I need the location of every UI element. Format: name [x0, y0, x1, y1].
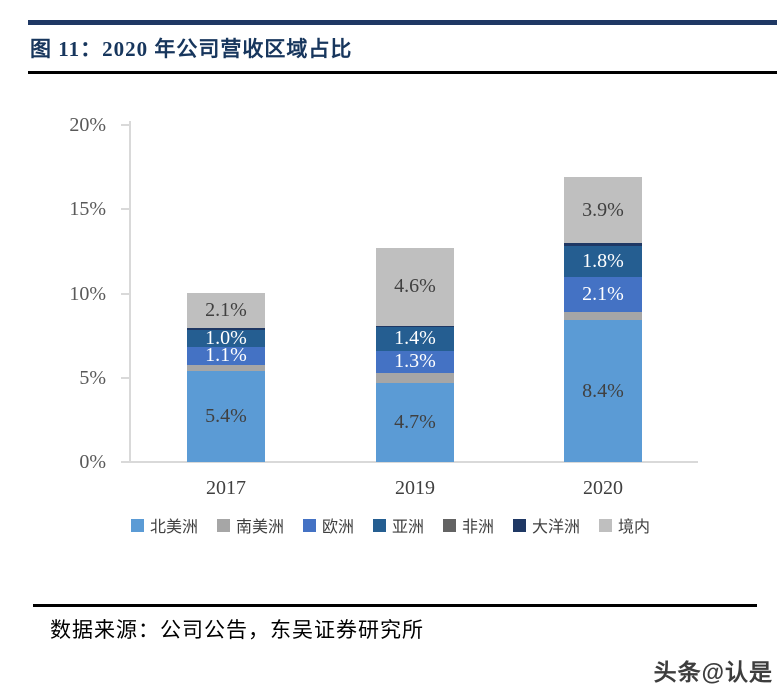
y-axis-line	[129, 121, 131, 462]
bar-segment-2017-大洋洲	[187, 328, 265, 330]
footer-rule	[33, 604, 757, 607]
bar-segment-2017-欧洲: 1.1%	[187, 344, 265, 367]
legend-label: 境内	[618, 519, 651, 536]
bar-segment-value-label: 1.4%	[394, 327, 436, 350]
legend-item-欧洲: 欧洲	[302, 513, 354, 537]
x-axis-category-label: 2020	[583, 477, 623, 499]
bar-segment-2017-境内: 2.1%	[187, 292, 265, 329]
legend-swatch-icon	[443, 518, 456, 532]
x-axis-baseline	[121, 461, 698, 463]
legend-swatch-icon	[599, 518, 613, 532]
legend-label: 大洋洲	[532, 519, 581, 536]
bar-segment-2020-北美洲: 8.4%	[564, 320, 642, 462]
y-axis-tick-label: 0%	[79, 451, 106, 473]
bar-segment-2020-亚洲: 1.8%	[564, 246, 642, 277]
bar-segment-2017-南美洲	[187, 365, 265, 371]
bar-segment-2019-亚洲: 1.4%	[376, 327, 454, 351]
bar-segment-value-label: 1.0%	[205, 326, 247, 349]
bar-segment-2017-亚洲: 1.0%	[187, 326, 265, 349]
y-axis-tick-label: 10%	[69, 282, 106, 305]
y-axis-tick-mark	[121, 376, 130, 379]
legend-item-北美洲: 北美洲	[130, 513, 198, 537]
title-underline	[28, 71, 777, 74]
y-axis-tick-mark	[121, 124, 130, 126]
chart-legend: 北美洲 南美洲 欧洲 亚洲 非洲 大洋洲 境内	[0, 513, 781, 537]
bar-segment-value-label: 1.1%	[205, 344, 247, 367]
legend-swatch-icon	[216, 518, 230, 532]
legend-swatch-icon	[513, 518, 527, 532]
legend-item-南美洲: 南美洲	[216, 513, 284, 537]
legend-label: 欧洲	[321, 519, 354, 536]
y-axis-tick-label: 20%	[69, 114, 106, 136]
y-axis-tick-mark	[121, 292, 130, 295]
legend-label: 非洲	[462, 519, 495, 536]
legend-swatch-icon	[372, 518, 386, 532]
legend-label: 南美洲	[235, 519, 284, 536]
legend-label: 亚洲	[391, 519, 424, 536]
bar-segment-value-label: 4.6%	[394, 275, 436, 298]
bar-segment-2019-境内: 4.6%	[376, 248, 454, 326]
bar-segment-2020-境内: 3.9%	[564, 177, 642, 243]
bar-segment-2019-大洋洲	[376, 325, 454, 328]
bar-segment-2019-南美洲	[376, 372, 454, 383]
bar-segment-2019-欧洲: 1.3%	[376, 350, 454, 373]
x-axis-category-label: 2019	[395, 477, 435, 499]
y-axis-tick-mark	[121, 208, 130, 211]
legend-item-非洲: 非洲	[443, 513, 494, 537]
legend-item-亚洲: 亚洲	[372, 513, 424, 537]
legend-item-境内: 境内	[599, 513, 650, 537]
y-axis-tick-label: 15%	[69, 198, 106, 221]
bar-segment-2017-北美洲: 5.4%	[187, 371, 265, 462]
bar-segment-value-label: 8.4%	[582, 379, 624, 402]
legend-swatch-icon	[130, 518, 144, 532]
bar-segment-2020-大洋洲	[564, 242, 642, 247]
bar-segment-2019-北美洲: 4.7%	[376, 382, 454, 462]
figure-title: 图 11：2020 年公司营收区域占比	[30, 37, 353, 61]
data-source-note: 数据来源：公司公告，东吴证券研究所	[50, 618, 424, 642]
bar-segment-value-label: 1.3%	[394, 350, 436, 373]
bar-segment-value-label: 2.1%	[205, 298, 247, 321]
bar-segment-value-label: 4.7%	[394, 410, 436, 433]
bar-segment-value-label: 1.8%	[582, 249, 624, 272]
title-top-rule	[28, 20, 777, 25]
watermark: 头条@认是	[653, 659, 773, 685]
x-axis-category-label: 2017	[206, 477, 246, 499]
legend-label: 北美洲	[149, 519, 198, 536]
legend-item-大洋洲: 大洋洲	[513, 513, 580, 537]
bar-segment-value-label: 2.1%	[582, 282, 624, 305]
bar-segment-value-label: 5.4%	[205, 404, 247, 427]
legend-swatch-icon	[302, 518, 316, 532]
bar-segment-value-label: 3.9%	[582, 198, 624, 221]
y-axis-tick-label: 5%	[79, 366, 106, 389]
bar-segment-2020-欧洲: 2.1%	[564, 276, 642, 313]
bar-segment-2020-南美洲	[564, 312, 642, 321]
